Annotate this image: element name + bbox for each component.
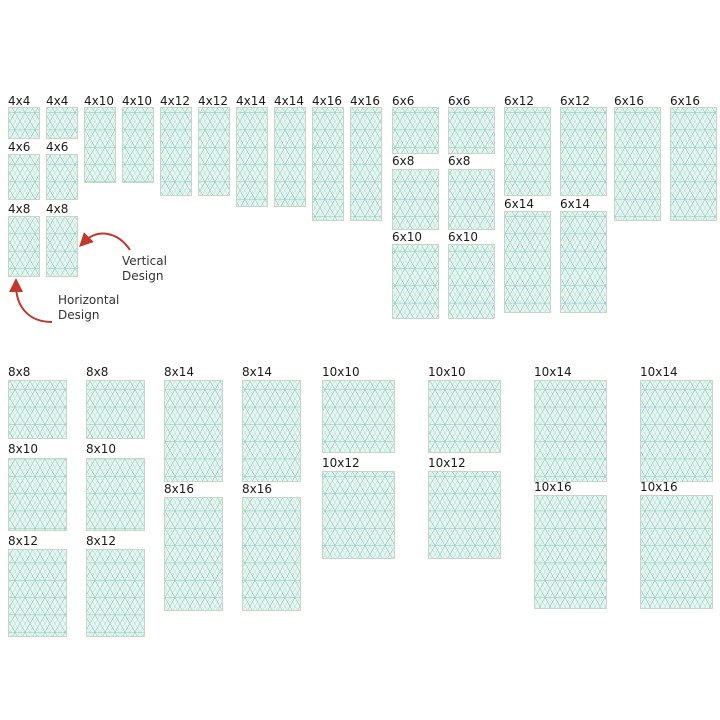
hoop-size-label: 10x14 (534, 365, 572, 379)
hoop-size-label: 6x8 (448, 154, 471, 168)
hoop-tile-vertical (86, 549, 145, 637)
hoop-size-label: 4x6 (8, 140, 31, 154)
hoop-tile-vertical (448, 169, 495, 230)
hoop-tile-horizontal (392, 169, 439, 230)
hoop-tile-horizontal (8, 380, 67, 439)
hoop-tile-horizontal (322, 380, 395, 453)
hoop-size-label: 8x10 (86, 442, 117, 456)
hoop-size-label: 10x10 (322, 365, 360, 379)
hoop-tile-vertical (86, 458, 145, 531)
hoop-size-label: 8x14 (164, 365, 195, 379)
hoop-tile-vertical (350, 107, 382, 221)
hoop-tile-horizontal (164, 497, 223, 611)
hoop-tile-horizontal (8, 154, 40, 200)
hoop-tile-horizontal (164, 380, 223, 482)
hoop-tile-vertical (428, 380, 501, 453)
hoop-tile-vertical (448, 244, 495, 319)
hoop-tile-vertical (640, 495, 713, 609)
hoop-size-label: 8x8 (86, 365, 109, 379)
hoop-tile-horizontal (8, 216, 40, 277)
hoop-size-label: 8x14 (242, 365, 273, 379)
hoop-size-label: 10x16 (640, 480, 678, 494)
hoop-size-label: 4x12 (160, 94, 191, 108)
hoop-tile-horizontal (504, 107, 551, 196)
hoop-size-label: 6x6 (392, 94, 415, 108)
hoop-size-label: 4x10 (84, 94, 115, 108)
vertical-arrow (79, 232, 131, 251)
hoop-tile-horizontal (8, 107, 40, 139)
horizontal-design-note: Horizontal Design (58, 293, 120, 322)
hoop-size-label: 4x4 (8, 94, 31, 108)
hoop-size-label: 6x8 (392, 154, 415, 168)
hoop-tile-vertical (560, 107, 607, 196)
hoop-size-label: 8x16 (242, 482, 273, 496)
hoop-tile-horizontal (534, 495, 607, 609)
hoop-tile-horizontal (84, 107, 116, 183)
hoop-size-label: 6x14 (560, 197, 591, 211)
hoop-tile-vertical (86, 380, 145, 439)
hoop-tile-horizontal (322, 471, 395, 559)
hoop-size-label: 4x16 (312, 94, 343, 108)
vertical-design-note: Vertical Design (122, 254, 167, 283)
hoop-size-label: 6x6 (448, 94, 471, 108)
hoop-tile-horizontal (236, 107, 268, 207)
hoop-size-label: 6x14 (504, 197, 535, 211)
horizontal-arrow (9, 278, 53, 323)
hoop-size-label: 8x12 (8, 534, 39, 548)
hoop-tile-horizontal (312, 107, 344, 221)
hoop-size-label: 4x16 (350, 94, 381, 108)
hoop-tile-horizontal (8, 458, 67, 531)
hoop-tile-vertical (640, 380, 713, 482)
hoop-tile-vertical (670, 107, 717, 221)
hoop-size-label: 4x8 (8, 202, 31, 216)
hoop-size-label: 10x12 (322, 456, 360, 470)
hoop-size-label: 6x16 (670, 94, 701, 108)
hoop-tile-horizontal (534, 380, 607, 482)
hoop-tile-vertical (242, 497, 301, 611)
hoop-size-label: 4x12 (198, 94, 229, 108)
hoop-tile-vertical (122, 107, 154, 183)
hoop-size-label: 10x12 (428, 456, 466, 470)
hoop-tile-vertical (46, 107, 78, 139)
hoop-tile-vertical (46, 216, 78, 277)
hoop-tile-vertical (428, 471, 501, 559)
hoop-size-label: 4x8 (46, 202, 69, 216)
hoop-size-label: 4x10 (122, 94, 153, 108)
hoop-size-label: 6x16 (614, 94, 645, 108)
hoop-size-label: 8x10 (8, 442, 39, 456)
hoop-size-label: 6x10 (448, 230, 479, 244)
hoop-size-label: 10x10 (428, 365, 466, 379)
hoop-size-label: 10x16 (534, 480, 572, 494)
hoop-size-label: 8x16 (164, 482, 195, 496)
hoop-size-label: 4x6 (46, 140, 69, 154)
hoop-size-label: 4x4 (46, 94, 69, 108)
hoop-tile-vertical (198, 107, 230, 196)
hoop-tile-horizontal (392, 107, 439, 154)
hoop-tile-vertical (46, 154, 78, 200)
hoop-size-label: 6x12 (504, 94, 535, 108)
hoop-tile-vertical (448, 107, 495, 154)
hoop-tile-horizontal (392, 244, 439, 319)
hoop-size-label: 6x12 (560, 94, 591, 108)
hoop-size-label: 4x14 (236, 94, 267, 108)
hoop-size-label: 10x14 (640, 365, 678, 379)
hoop-size-label: 4x14 (274, 94, 305, 108)
hoop-size-label: 6x10 (392, 230, 423, 244)
hoop-size-label: 8x12 (86, 534, 117, 548)
hoop-tile-vertical (242, 380, 301, 482)
hoop-tile-horizontal (160, 107, 192, 196)
hoop-tile-vertical (274, 107, 306, 207)
hoop-tile-horizontal (614, 107, 661, 221)
hoop-size-label: 8x8 (8, 365, 31, 379)
hoop-tile-vertical (560, 211, 607, 313)
hoop-tile-horizontal (8, 549, 67, 637)
hoop-tile-horizontal (504, 211, 551, 313)
